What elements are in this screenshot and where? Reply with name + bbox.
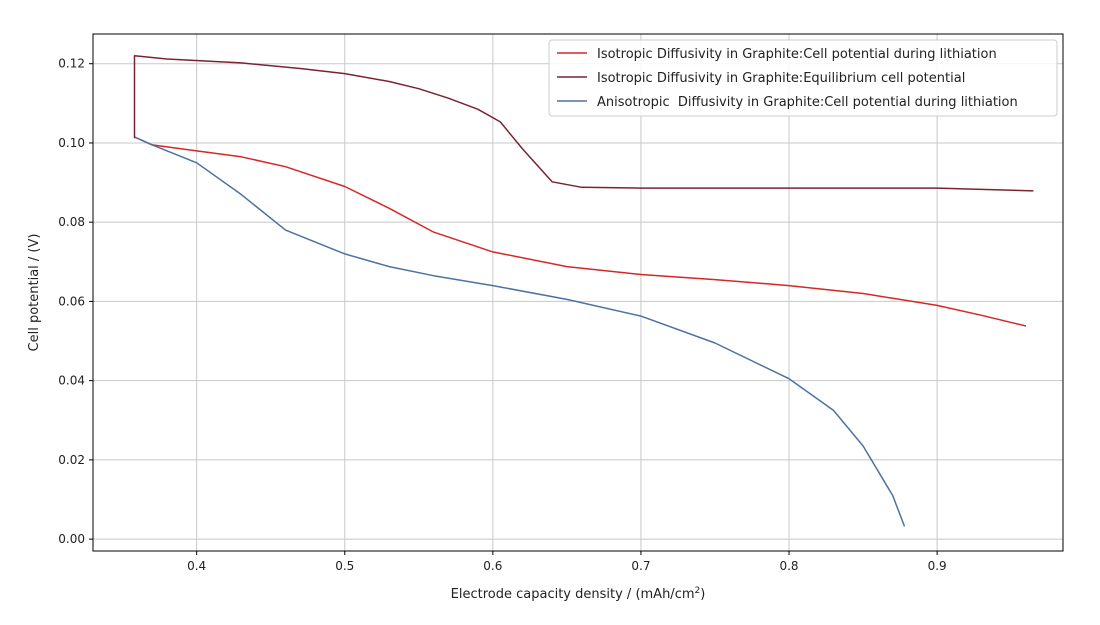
series-line-1: [134, 136, 1027, 327]
y-tick-label: 0.10: [58, 136, 85, 150]
series-lines: [133, 55, 1034, 527]
legend: Isotropic Diffusivity in Graphite:Cell p…: [548, 39, 1058, 117]
y-axis-label: Cell potential / (V): [27, 234, 42, 352]
legend-label-3: Anisotropic Diffusivity in Graphite:Cell…: [597, 95, 1018, 110]
y-tick-label: 0.08: [58, 215, 85, 229]
x-tick-label: 0.7: [631, 559, 650, 573]
legend-label-1: Isotropic Diffusivity in Graphite:Cell p…: [597, 47, 997, 62]
plot-frame: [92, 33, 1064, 552]
y-tick-label: 0.12: [58, 57, 85, 71]
x-tick-label: 0.5: [335, 559, 354, 573]
x-axis-label: Electrode capacity density / (mAh/cm2): [451, 586, 706, 602]
x-tick-label: 0.8: [779, 559, 798, 573]
series-line-3: [134, 136, 906, 527]
legend-box: [548, 39, 1058, 117]
y-tick-label: 0.04: [58, 374, 85, 388]
y-tick-label: 0.06: [58, 294, 85, 308]
x-tick-label: 0.6: [483, 559, 502, 573]
axis-ticks: 0.4 0.5 0.6 0.7 0.8 0.9 0.00 0.02 0.04 0.06 0.08 0.…: [58, 57, 946, 573]
x-tick-label: 0.4: [187, 559, 206, 573]
y-tick-label: 0.02: [58, 453, 85, 467]
series-line-2: [133, 55, 1034, 192]
x-tick-label: 0.9: [928, 559, 947, 573]
y-tick-label: 0.00: [58, 532, 85, 546]
x-axis-label-superscript: 2: [695, 586, 701, 596]
legend-label-2: Isotropic Diffusivity in Graphite:Equili…: [597, 71, 965, 86]
